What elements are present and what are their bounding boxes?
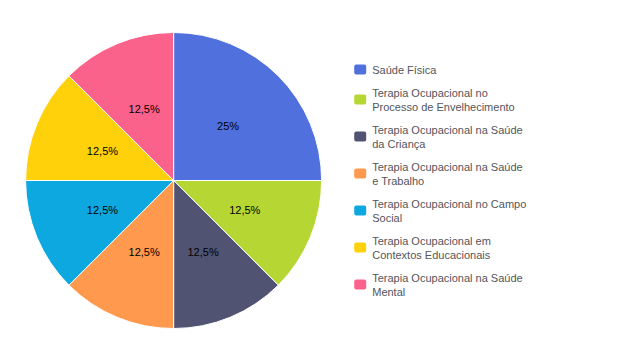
svg-text:Terapia Ocupacional na Saúde: Terapia Ocupacional na Saúde <box>372 272 522 284</box>
svg-text:12,5%: 12,5% <box>87 204 118 216</box>
svg-text:12,5%: 12,5% <box>129 246 160 258</box>
svg-text:Saúde Física: Saúde Física <box>372 64 437 76</box>
svg-text:Terapia Ocupacional na Saúde: Terapia Ocupacional na Saúde <box>372 124 522 136</box>
svg-text:Processo de Envelhecimento: Processo de Envelhecimento <box>372 101 514 113</box>
svg-text:25%: 25% <box>217 120 239 132</box>
svg-text:e Trabalho: e Trabalho <box>372 175 424 187</box>
svg-text:12,5%: 12,5% <box>87 145 118 157</box>
svg-text:Terapia Ocupacional na Saúde: Terapia Ocupacional na Saúde <box>372 161 522 173</box>
svg-text:Terapia Ocupacional em: Terapia Ocupacional em <box>372 235 491 247</box>
svg-text:Terapia Ocupacional no: Terapia Ocupacional no <box>372 87 488 99</box>
svg-text:Contextos Educacionais: Contextos Educacionais <box>372 249 491 261</box>
svg-text:12,5%: 12,5% <box>187 246 218 258</box>
svg-text:12,5%: 12,5% <box>129 103 160 115</box>
svg-text:Terapia Ocupacional no Campo: Terapia Ocupacional no Campo <box>372 198 526 210</box>
svg-text:Mental: Mental <box>372 286 405 298</box>
svg-text:Social: Social <box>372 212 402 224</box>
svg-text:12,5%: 12,5% <box>229 204 260 216</box>
svg-text:da Criança: da Criança <box>372 138 426 150</box>
